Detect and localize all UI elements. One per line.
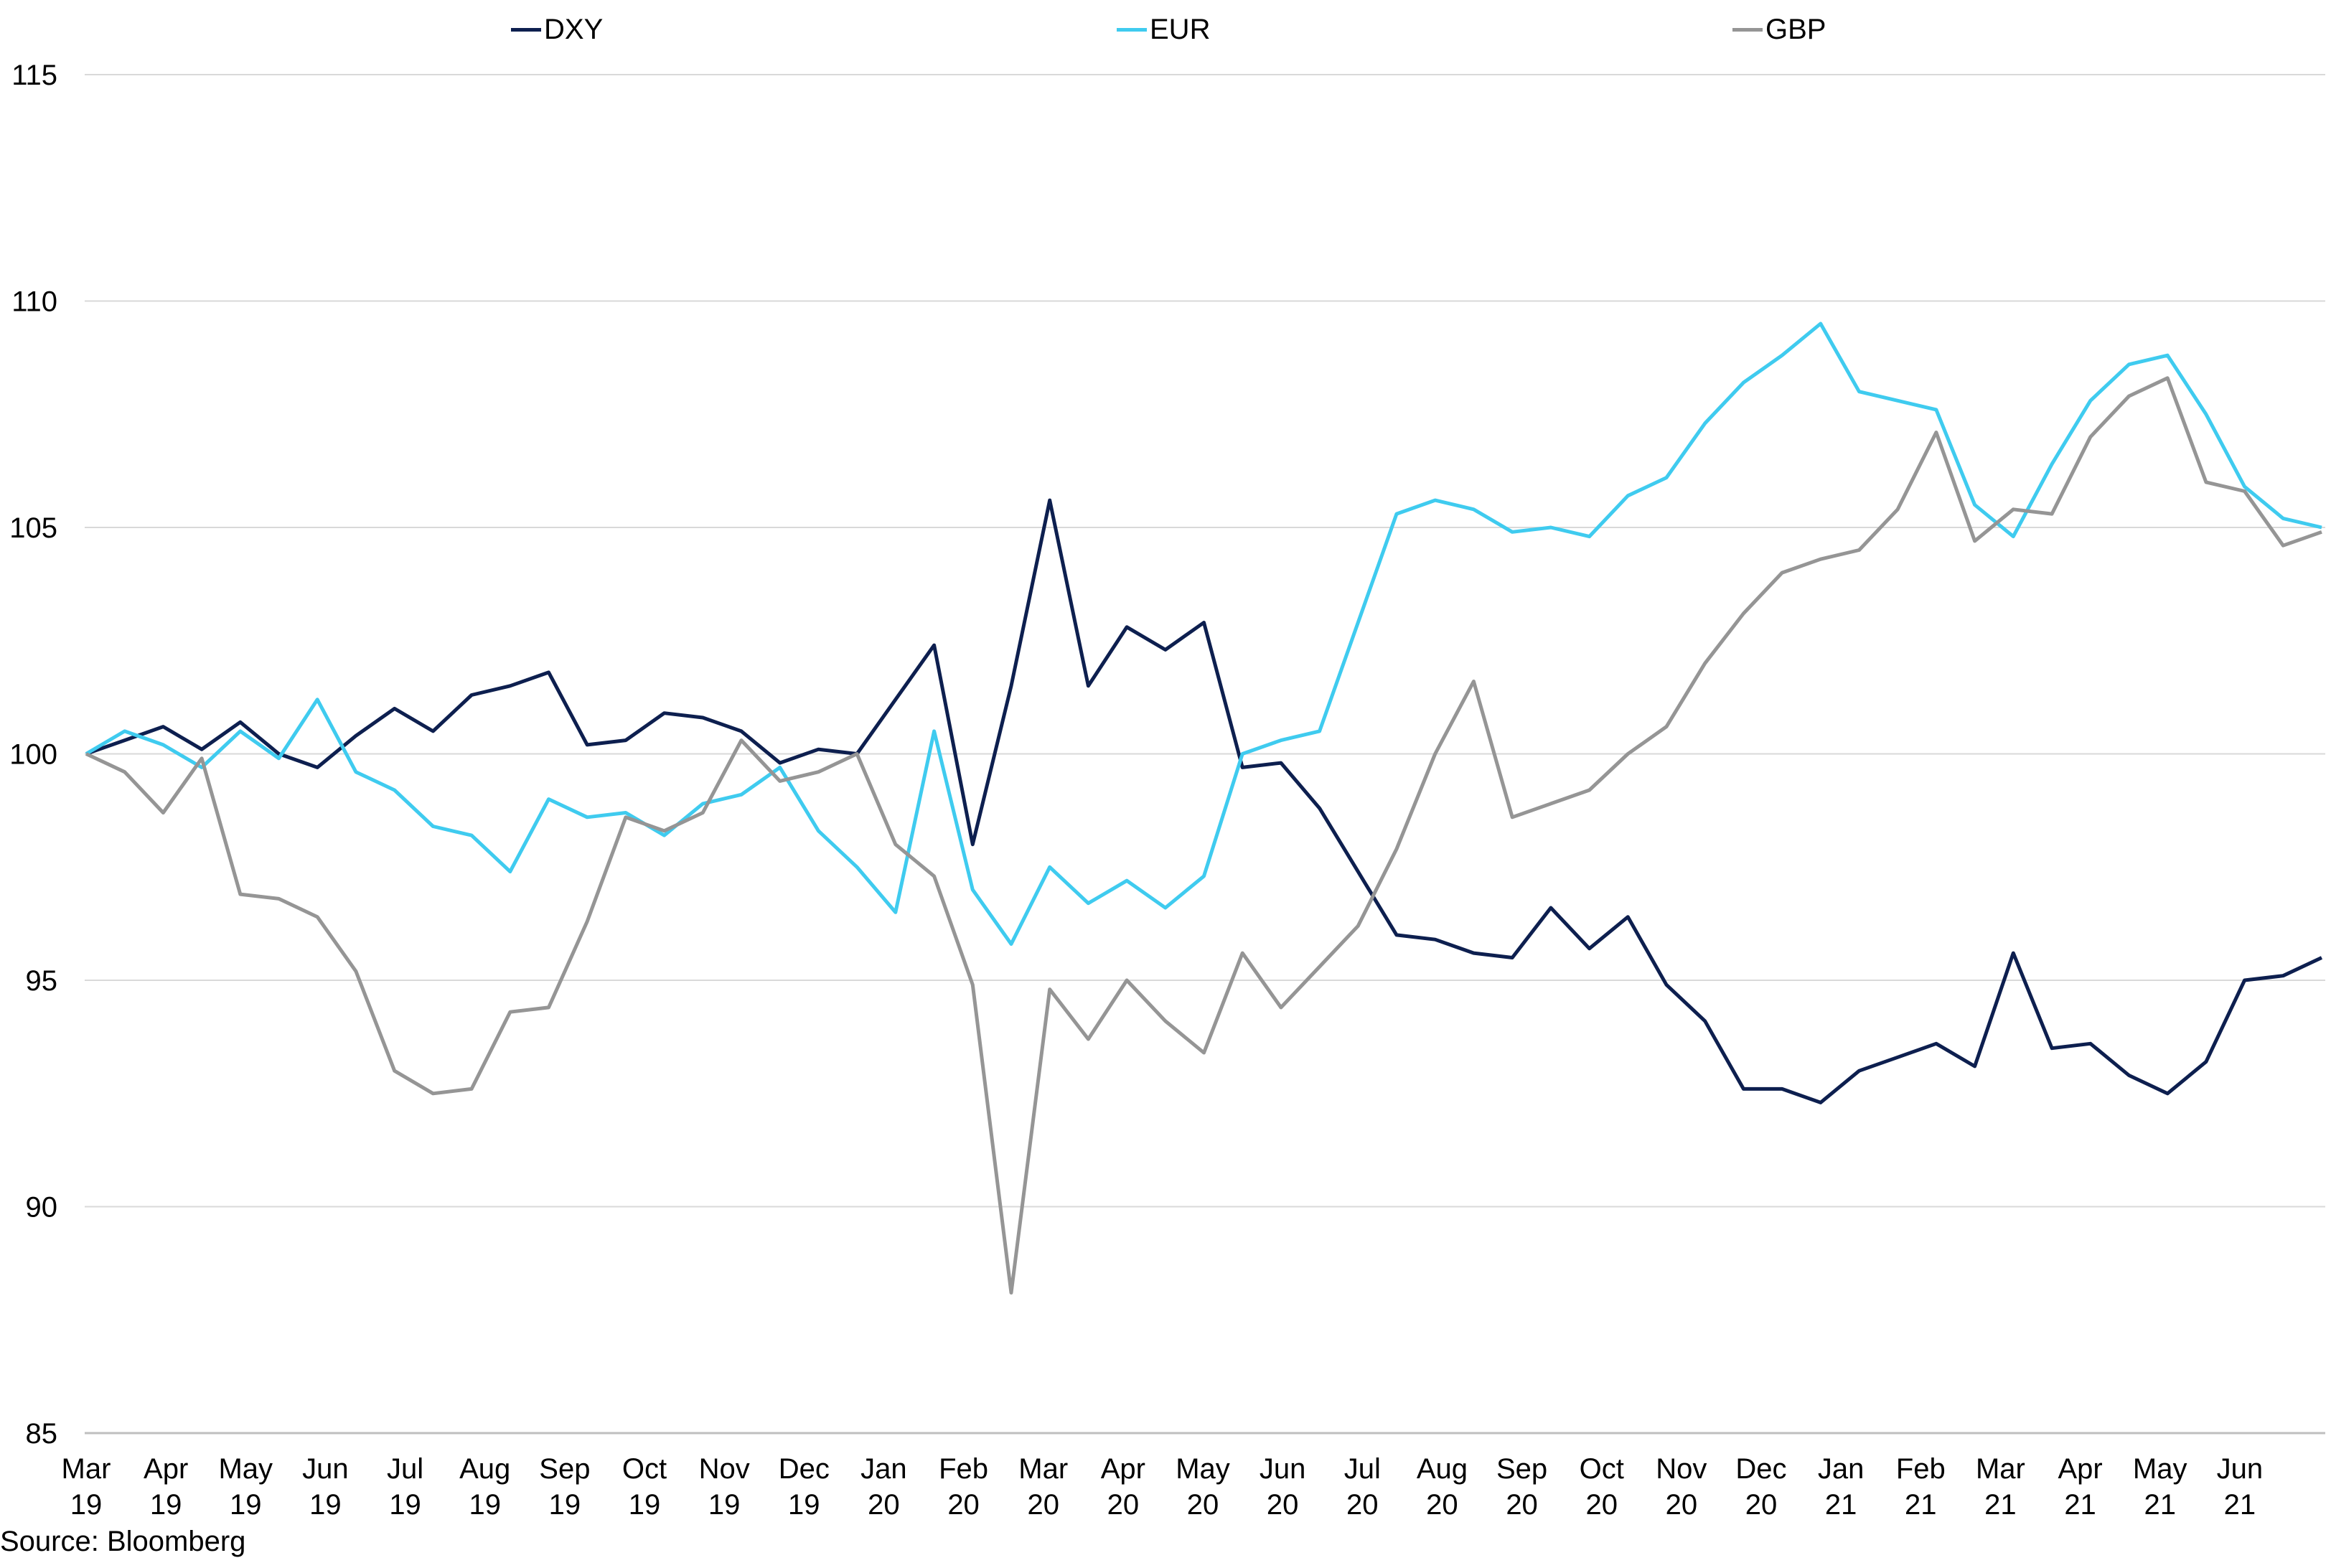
x-tick-label-year: 20 bbox=[1027, 1489, 1059, 1521]
legend-item-eur: EUR bbox=[1117, 10, 1210, 49]
x-tick-label-year: 21 bbox=[2144, 1489, 2176, 1521]
x-tick-label-year: 19 bbox=[549, 1489, 581, 1521]
x-tick-label-month: Mar bbox=[1018, 1453, 1068, 1485]
x-tick-label-year: 19 bbox=[70, 1489, 103, 1521]
x-tick-label-month: Jan bbox=[860, 1453, 907, 1485]
x-tick-label-year: 21 bbox=[1825, 1489, 1857, 1521]
y-tick-label: 115 bbox=[11, 60, 57, 91]
x-tick-label-year: 20 bbox=[1506, 1489, 1538, 1521]
legend-item-gbp: GBP bbox=[1732, 10, 1826, 49]
x-tick-label-month: Apr bbox=[2058, 1453, 2102, 1485]
x-tick-label-month: Jun bbox=[2217, 1453, 2264, 1485]
x-tick-label-year: 19 bbox=[230, 1489, 262, 1521]
x-tick-label-year: 21 bbox=[2064, 1489, 2096, 1521]
legend-item-dxy: DXY bbox=[511, 10, 603, 49]
x-tick-label-year: 20 bbox=[1187, 1489, 1219, 1521]
x-tick-label-month: Feb bbox=[1896, 1453, 1946, 1485]
x-tick-label-month: Jul bbox=[387, 1453, 423, 1485]
x-tick-label-month: Mar bbox=[62, 1453, 111, 1485]
x-tick-label-month: Jun bbox=[1260, 1453, 1306, 1485]
x-axis-tick-labels: Mar 19 Apr 19 May 19 Jun 19 Jul 19 Aug 19 Sep 19 Oct 19… bbox=[62, 1453, 2264, 1521]
x-tick-label-year: 20 bbox=[1585, 1489, 1618, 1521]
x-tick-label-month: May bbox=[218, 1453, 273, 1485]
x-tick-label-month: Jul bbox=[1344, 1453, 1381, 1485]
x-tick-label-month: Aug bbox=[1417, 1453, 1468, 1485]
y-axis-tick-labels: 85 90 95 100 105 110 115 bbox=[9, 60, 57, 1450]
x-tick-label-year: 20 bbox=[1346, 1489, 1379, 1521]
x-tick-label-year: 20 bbox=[1745, 1489, 1778, 1521]
series-lines bbox=[85, 321, 2323, 1295]
x-tick-label-month: Oct bbox=[622, 1453, 667, 1485]
x-tick-label-month: Oct bbox=[1580, 1453, 1624, 1485]
x-tick-label-year: 20 bbox=[947, 1489, 980, 1521]
x-tick-label-month: Jan bbox=[1818, 1453, 1865, 1485]
legend-swatch-dxy bbox=[511, 27, 541, 32]
x-tick-label-month: Nov bbox=[1656, 1453, 1707, 1485]
y-tick-label: 85 bbox=[26, 1418, 58, 1450]
x-tick-label-year: 19 bbox=[708, 1489, 741, 1521]
series-line-dxy bbox=[85, 498, 2323, 1104]
x-tick-label-month: Dec bbox=[1735, 1453, 1786, 1485]
legend: DXY EUR GBP bbox=[0, 10, 2331, 53]
x-tick-label-month: Apr bbox=[1101, 1453, 1145, 1485]
x-tick-label-month: May bbox=[2133, 1453, 2187, 1485]
x-tick-label-year: 21 bbox=[1905, 1489, 1937, 1521]
x-tick-label-year: 19 bbox=[309, 1489, 342, 1521]
x-tick-label-year: 19 bbox=[150, 1489, 182, 1521]
x-tick-label-month: Nov bbox=[699, 1453, 750, 1485]
x-tick-label-year: 19 bbox=[629, 1489, 661, 1521]
legend-label-eur: EUR bbox=[1150, 13, 1211, 45]
y-tick-label: 90 bbox=[26, 1192, 58, 1224]
x-tick-label-month: Aug bbox=[459, 1453, 510, 1485]
x-tick-label-year: 19 bbox=[389, 1489, 421, 1521]
y-tick-label: 105 bbox=[9, 512, 57, 544]
y-tick-label: 100 bbox=[9, 739, 57, 771]
x-tick-label-year: 20 bbox=[1666, 1489, 1698, 1521]
legend-label-gbp: GBP bbox=[1765, 13, 1826, 45]
x-tick-label-year: 21 bbox=[2224, 1489, 2256, 1521]
source-note: Source: Bloomberg bbox=[0, 1526, 246, 1557]
legend-label-dxy: DXY bbox=[544, 13, 604, 45]
legend-swatch-eur bbox=[1117, 27, 1147, 32]
x-tick-label-month: Dec bbox=[779, 1453, 830, 1485]
gridlines bbox=[85, 74, 2325, 1435]
x-tick-label-month: Mar bbox=[1976, 1453, 2025, 1485]
series-line-eur bbox=[85, 321, 2322, 946]
x-tick-label-year: 20 bbox=[1267, 1489, 1299, 1521]
x-tick-label-year: 20 bbox=[1107, 1489, 1140, 1521]
x-tick-label-month: Jun bbox=[302, 1453, 349, 1485]
y-tick-label: 110 bbox=[11, 286, 57, 318]
y-tick-label: 95 bbox=[26, 965, 58, 997]
x-tick-label-month: May bbox=[1176, 1453, 1230, 1485]
x-tick-label-month: Sep bbox=[1496, 1453, 1547, 1485]
x-tick-label-month: Feb bbox=[939, 1453, 988, 1485]
x-tick-label-year: 19 bbox=[788, 1489, 820, 1521]
series-line-gbp bbox=[85, 376, 2322, 1295]
x-tick-label-month: Sep bbox=[539, 1453, 590, 1485]
x-tick-label-year: 21 bbox=[1984, 1489, 2017, 1521]
x-tick-label-year: 20 bbox=[1426, 1489, 1458, 1521]
legend-swatch-gbp bbox=[1732, 27, 1763, 32]
x-tick-label-year: 19 bbox=[469, 1489, 501, 1521]
x-tick-label-month: Apr bbox=[144, 1453, 188, 1485]
x-tick-label-year: 20 bbox=[868, 1489, 900, 1521]
